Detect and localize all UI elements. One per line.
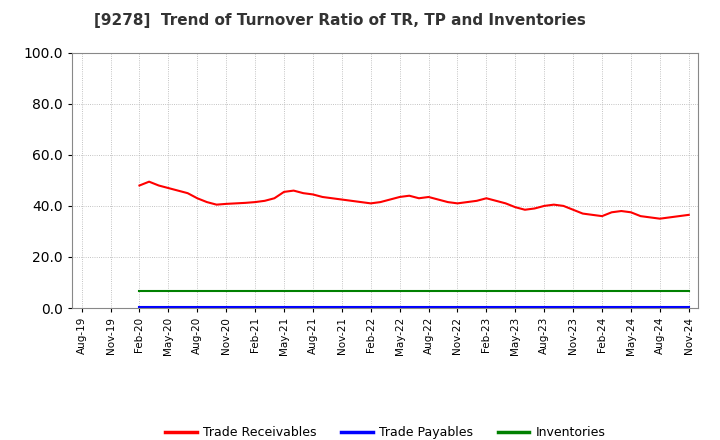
Inventories — [135, 289, 144, 294]
Trade Receivables — [608, 210, 616, 215]
Trade Payables — [270, 304, 279, 309]
Trade Receivables — [511, 205, 520, 210]
Legend: Trade Receivables, Trade Payables, Inventories: Trade Receivables, Trade Payables, Inven… — [161, 422, 610, 440]
Inventories — [598, 289, 606, 294]
Inventories — [665, 289, 674, 294]
Trade Receivables — [279, 189, 288, 194]
Inventories — [261, 289, 269, 294]
Trade Receivables — [685, 212, 693, 217]
Trade Receivables — [665, 215, 674, 220]
Inventories — [540, 289, 549, 294]
Trade Receivables — [145, 179, 153, 184]
Inventories — [270, 289, 279, 294]
Text: [9278]  Trend of Turnover Ratio of TR, TP and Inventories: [9278] Trend of Turnover Ratio of TR, TP… — [94, 13, 585, 28]
Line: Trade Receivables: Trade Receivables — [140, 182, 689, 219]
Trade Payables — [598, 304, 606, 309]
Inventories — [501, 289, 510, 294]
Trade Payables — [135, 304, 144, 309]
Trade Receivables — [549, 202, 558, 207]
Trade Receivables — [135, 183, 144, 188]
Trade Payables — [501, 304, 510, 309]
Trade Receivables — [270, 196, 279, 201]
Trade Payables — [540, 304, 549, 309]
Trade Payables — [261, 304, 269, 309]
Inventories — [685, 289, 693, 294]
Trade Receivables — [655, 216, 664, 221]
Trade Payables — [665, 304, 674, 309]
Trade Payables — [685, 304, 693, 309]
